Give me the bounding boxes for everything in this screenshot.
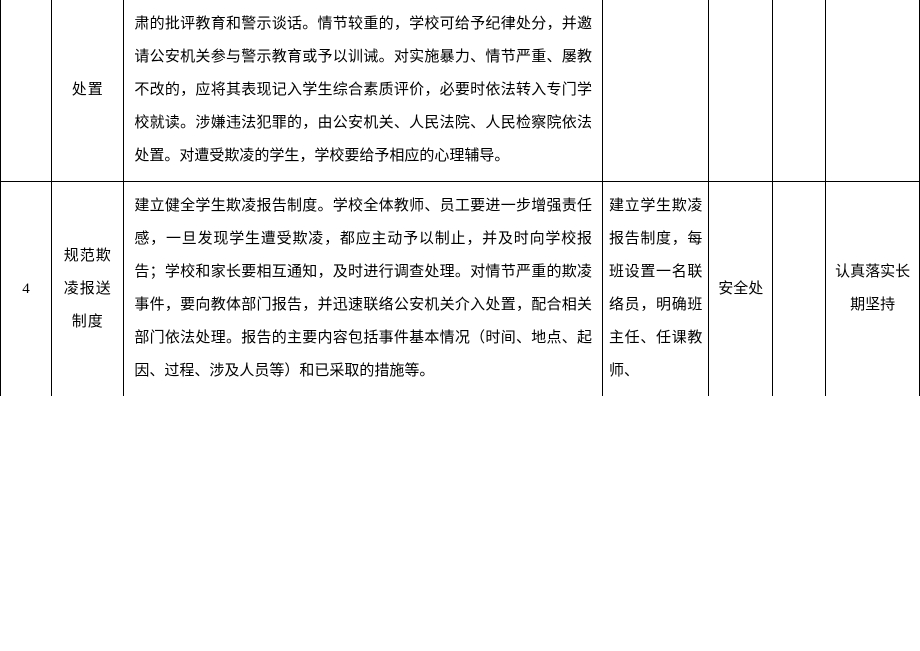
table-row: 4 规范欺凌报送制度 建立健全学生欺凌报告制度。学校全体教师、员工要进一步增强责… — [1, 182, 920, 397]
cell-num: 4 — [1, 182, 52, 397]
cell-note — [826, 0, 920, 182]
cell-num — [1, 0, 52, 182]
cell-detail: 建立学生欺凌报告制度，每班设置一名联络员，明确班主任、任课教师、 — [603, 182, 709, 397]
cell-dept: 安全处 — [709, 182, 773, 397]
policy-table: 处置 肃的批评教育和警示谈话。情节较重的，学校可给予纪律处分，并邀请公安机关参与… — [0, 0, 920, 396]
cell-content: 肃的批评教育和警示谈话。情节较重的，学校可给予纪律处分，并邀请公安机关参与警示教… — [124, 0, 603, 182]
cell-detail — [603, 0, 709, 182]
cell-content: 建立健全学生欺凌报告制度。学校全体教师、员工要进一步增强责任感，一旦发现学生遭受… — [124, 182, 603, 397]
table-row: 处置 肃的批评教育和警示谈话。情节较重的，学校可给予纪律处分，并邀请公安机关参与… — [1, 0, 920, 182]
cell-title: 处置 — [52, 0, 124, 182]
cell-note: 认真落实长期坚持 — [826, 182, 920, 397]
cell-dept — [709, 0, 773, 182]
cell-blank — [773, 182, 826, 397]
cell-title: 规范欺凌报送制度 — [52, 182, 124, 397]
cell-blank — [773, 0, 826, 182]
